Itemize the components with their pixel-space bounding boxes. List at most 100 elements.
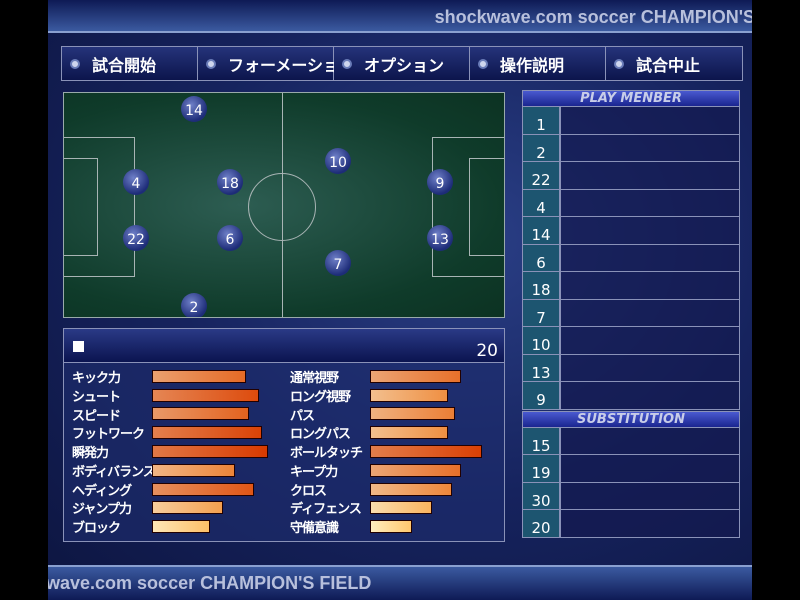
member-number: 20 <box>523 510 561 537</box>
stat-label: キープ力 <box>290 464 338 480</box>
member-row[interactable]: 1 <box>522 107 740 135</box>
pitch: 14 4 18 10 9 22 6 13 7 2 <box>63 92 505 318</box>
member-name-cell <box>561 162 739 189</box>
menu-button-label: フォーメーション <box>228 55 356 75</box>
stat-bar <box>152 407 250 421</box>
menu-button-label: 試合開始 <box>92 55 157 75</box>
stat-row: クロス <box>290 480 482 499</box>
stat-label: 通常視野 <box>290 370 339 386</box>
member-name-cell <box>561 107 739 134</box>
stat-bar <box>152 426 263 440</box>
player-marker[interactable]: 9 <box>427 169 453 195</box>
stat-label: ボディバランス <box>72 464 156 480</box>
player-marker[interactable]: 10 <box>325 148 351 174</box>
member-row[interactable]: 18 <box>522 272 740 300</box>
stat-row: ヘディング <box>72 480 268 499</box>
stat-bar <box>152 501 223 515</box>
member-number: 7 <box>523 299 561 326</box>
stat-row: フットワーク <box>72 423 268 442</box>
footer-bar: wave.com soccer CHAMPION'S FIELD <box>48 565 752 600</box>
footer-title: wave.com soccer CHAMPION'S FIELD <box>48 573 372 593</box>
member-number: 14 <box>523 217 561 244</box>
menu-button[interactable]: 試合中止 <box>606 47 742 80</box>
member-row[interactable]: 15 <box>522 427 740 455</box>
stats-right-column: 通常視野 ロング視野 パス ロングパス ボールタッチ キープ力 クロス ディフェンス 守備意識 <box>290 367 482 536</box>
member-row[interactable]: 19 <box>522 455 740 483</box>
member-number: 13 <box>523 354 561 381</box>
member-number: 4 <box>523 189 561 216</box>
stat-bar <box>152 520 210 534</box>
stat-bar <box>370 520 412 534</box>
right-penalty-area <box>432 137 504 277</box>
member-row[interactable]: 7 <box>522 299 740 327</box>
member-name-cell <box>561 382 739 409</box>
player-marker[interactable]: 4 <box>123 169 149 195</box>
member-row[interactable]: 9 <box>522 382 740 410</box>
soccer-ball-icon <box>342 58 352 69</box>
member-name-cell <box>561 482 739 509</box>
member-name-cell <box>561 510 739 537</box>
member-row[interactable]: 2 <box>522 134 740 162</box>
member-row[interactable]: 6 <box>522 244 740 272</box>
menu-button[interactable]: オプション <box>334 47 470 80</box>
stat-label: キック力 <box>72 370 121 386</box>
menu-button-label: 試合中止 <box>636 55 701 75</box>
member-row[interactable]: 20 <box>522 510 740 538</box>
stat-row: ディフェンス <box>290 499 482 517</box>
stat-label: シュート <box>72 389 121 405</box>
stat-row: ボディバランス <box>72 461 268 480</box>
stat-row: シュート <box>72 386 268 405</box>
stat-label: ブロック <box>72 521 121 537</box>
member-row[interactable]: 14 <box>522 217 740 245</box>
stat-bar <box>370 463 462 477</box>
member-row[interactable]: 4 <box>522 189 740 217</box>
stat-row: スピード <box>72 405 268 424</box>
soccer-ball-icon <box>478 58 488 69</box>
member-number: 10 <box>523 327 561 354</box>
member-number: 9 <box>523 382 561 409</box>
member-name-cell <box>561 427 739 454</box>
menu-button[interactable]: 試合開始 <box>62 47 198 80</box>
stat-row: ロングパス <box>290 423 482 442</box>
soccer-ball-icon <box>206 58 216 69</box>
member-row[interactable]: 30 <box>522 482 740 510</box>
player-marker[interactable]: 22 <box>123 225 149 251</box>
stat-row: ロング視野 <box>290 386 482 405</box>
member-number: 15 <box>523 427 561 454</box>
stat-row: ブロック <box>72 517 268 536</box>
member-number: 2 <box>523 134 561 161</box>
stat-row: パス <box>290 405 482 424</box>
member-name-cell <box>561 272 739 299</box>
player-marker[interactable]: 7 <box>325 250 351 276</box>
stat-label: ロング視野 <box>290 389 351 405</box>
member-row[interactable]: 22 <box>522 162 740 190</box>
stat-bar <box>152 369 246 383</box>
stat-bar <box>370 369 462 383</box>
stat-bar <box>152 463 235 477</box>
player-marker[interactable]: 6 <box>217 225 243 251</box>
stat-label: ロングパス <box>290 427 351 443</box>
menu-button[interactable]: 操作説明 <box>470 47 606 80</box>
player-marker[interactable]: 2 <box>181 293 207 317</box>
stat-row: ジャンプ力 <box>72 499 268 517</box>
member-name-cell <box>561 244 739 271</box>
member-number: 18 <box>523 272 561 299</box>
stat-row: 守備意識 <box>290 517 482 536</box>
stat-bar <box>152 388 259 402</box>
stat-bar <box>152 482 254 496</box>
stat-bar <box>370 445 482 459</box>
stat-bar <box>152 445 269 459</box>
stat-row: 瞬発力 <box>72 442 269 461</box>
center-circle <box>248 173 316 241</box>
member-row[interactable]: 13 <box>522 354 740 382</box>
menu-button-label: 操作説明 <box>500 55 565 75</box>
menu-button[interactable]: フォーメーション <box>198 47 355 80</box>
member-name-cell <box>561 299 739 326</box>
member-row[interactable]: 10 <box>522 327 740 355</box>
player-marker[interactable]: 18 <box>217 169 243 195</box>
left-penalty-area <box>64 137 135 277</box>
player-marker[interactable]: 14 <box>181 96 207 122</box>
player-marker[interactable]: 13 <box>427 225 453 251</box>
play-member-header: PLAY MENBER <box>522 90 740 107</box>
stat-bar <box>370 388 448 402</box>
